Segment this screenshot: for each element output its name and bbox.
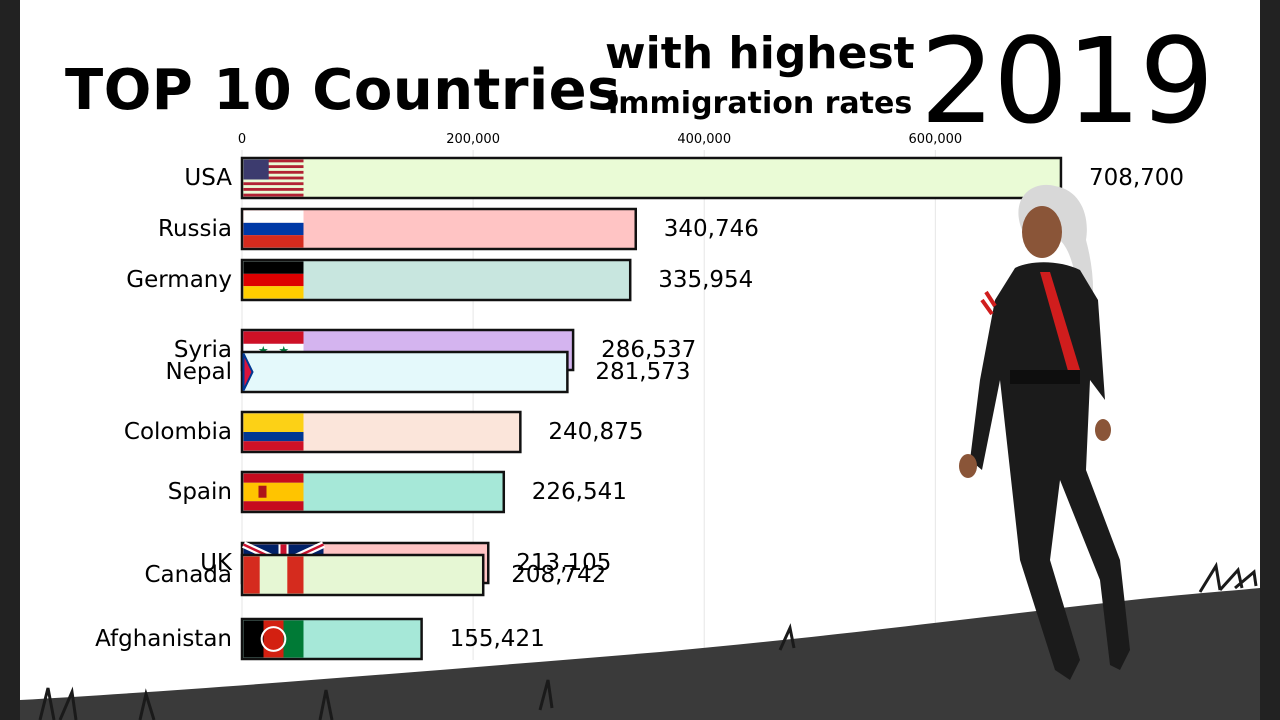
value-label: 286,537 — [601, 337, 696, 363]
tick-label: 600,000 — [908, 132, 962, 147]
bar-row-colombia: Colombia 240,875 — [124, 410, 643, 454]
value-label: 340,746 — [664, 216, 759, 242]
value-label: 708,700 — [1089, 165, 1184, 191]
bars: USA 708,700 Russia 340,746 Germany 335,954 ★ ★ S… — [95, 156, 1184, 661]
value-label: 335,954 — [658, 267, 753, 293]
bar — [240, 553, 485, 597]
anime-character-illustration — [959, 184, 1130, 680]
usa-flag-icon — [243, 159, 304, 197]
afghanistan-flag-icon — [243, 620, 304, 658]
bar-row-afghanistan: Afghanistan 155,421 — [95, 617, 545, 661]
bar-row-russia: Russia 340,746 — [158, 207, 759, 251]
year-label: 2019 — [920, 12, 1214, 150]
colombia-flag-icon — [243, 413, 304, 451]
value-label: 281,573 — [595, 359, 690, 385]
bar — [240, 258, 632, 302]
bar-row-germany: Germany 335,954 — [126, 258, 753, 302]
category-label: Afghanistan — [95, 626, 232, 652]
bar — [240, 207, 638, 251]
category-label: UK — [200, 550, 233, 576]
bar — [240, 350, 569, 394]
tick-label: 400,000 — [677, 132, 731, 147]
chart-subtitle-line1: with highest — [605, 28, 915, 79]
tick-label: 200,000 — [446, 132, 500, 147]
russia-flag-icon — [243, 210, 304, 248]
x-axis-ticks: 0 200,000 400,000 600,000 — [238, 132, 962, 147]
hill-shape — [20, 588, 1260, 720]
value-label: 208,742 — [511, 562, 606, 588]
category-label: Russia — [158, 216, 232, 242]
category-label: USA — [184, 165, 232, 191]
svg-text:★: ★ — [258, 343, 269, 357]
bar — [240, 156, 1063, 200]
tick-label: 0 — [238, 132, 246, 147]
bar-row-canada: Canada 208,742 — [144, 553, 606, 597]
bar-row-spain: Spain 226,541 — [168, 470, 627, 514]
grass-tufts — [38, 561, 1258, 720]
value-label: 240,875 — [548, 419, 643, 445]
bar-chart: 0 200,000 400,000 600,000 USA 708,700 Russia 3… — [20, 132, 1260, 720]
chart-title: TOP 10 Countries — [65, 58, 621, 123]
value-label: 155,421 — [450, 626, 545, 652]
category-label: Colombia — [124, 419, 232, 445]
svg-text:★: ★ — [278, 343, 289, 357]
bar-row-usa: USA 708,700 — [184, 156, 1184, 200]
category-label: Syria — [174, 337, 232, 363]
category-label: Spain — [168, 479, 232, 505]
category-label: Canada — [144, 562, 232, 588]
value-label: 226,541 — [532, 479, 627, 505]
canada-flag-icon — [243, 556, 304, 594]
bar-row-nepal: Nepal 281,573 — [166, 350, 690, 394]
nepal-flag-icon — [242, 353, 254, 391]
chart-subtitle-line2: immigration rates — [608, 86, 913, 121]
category-label: Nepal — [166, 359, 232, 385]
chart-canvas: TOP 10 Countries with highest immigratio… — [20, 0, 1260, 720]
germany-flag-icon — [243, 261, 304, 299]
spain-flag-icon — [243, 473, 304, 511]
hill-scenery — [20, 561, 1260, 720]
value-label: 213,105 — [516, 550, 611, 576]
category-label: Germany — [126, 267, 232, 293]
